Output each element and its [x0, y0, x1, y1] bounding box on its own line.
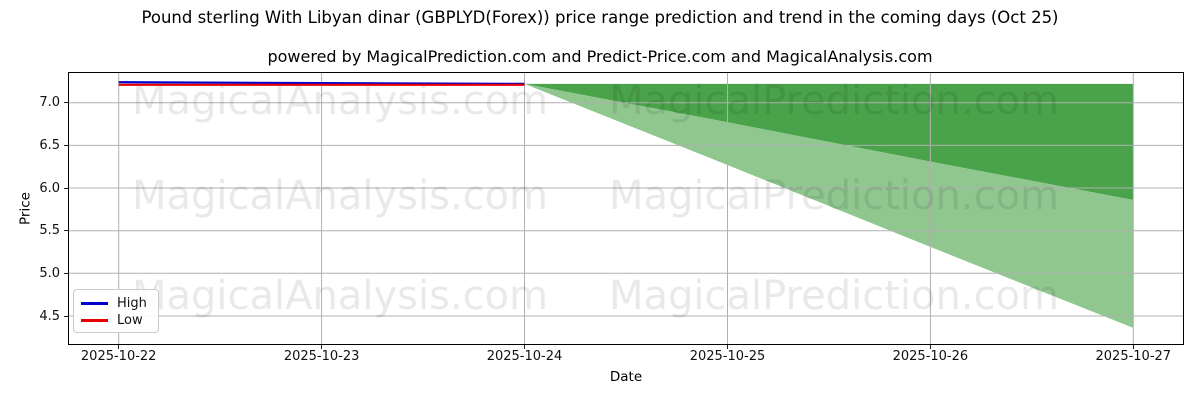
- lower-prediction-band: [524, 83, 1134, 328]
- x-tick-mark: [524, 345, 525, 349]
- x-tick-mark: [118, 345, 120, 349]
- legend-label-low: Low: [117, 312, 143, 328]
- low-line-swatch: [81, 319, 108, 322]
- high-line: [118, 81, 525, 85]
- y-tick-label: 7.0: [39, 95, 60, 111]
- watermark-text: MagicalAnalysis.com: [132, 173, 548, 219]
- x-tick-mark: [727, 345, 728, 349]
- chart-title: Pound sterling With Libyan dinar (GBPLYD…: [141, 8, 1059, 27]
- high-line-swatch: [81, 302, 108, 305]
- y-tick-label: 5.0: [39, 265, 60, 281]
- plot-border: [68, 72, 1184, 345]
- x-axis-label: Date: [609, 369, 643, 385]
- y-axis-label: Price: [17, 192, 34, 225]
- legend-item-low: Low: [81, 312, 158, 329]
- plot-area: MagicalAnalysis.com MagicalPrediction.com…: [68, 72, 1184, 345]
- watermark-text: MagicalAnalysis.com: [132, 273, 548, 319]
- x-tick-label: 2025-10-22: [80, 349, 157, 364]
- x-tick-mark: [321, 345, 323, 349]
- legend-item-high: High: [81, 295, 158, 312]
- x-tick-label: 2025-10-23: [283, 349, 360, 364]
- y-tick-mark: [64, 144, 68, 146]
- y-tick-mark: [64, 230, 68, 232]
- y-tick-mark: [64, 315, 68, 317]
- watermark-text: MagicalPrediction.com: [609, 273, 1059, 319]
- y-tick-label: 6.0: [39, 180, 60, 196]
- legend: High Low: [73, 289, 159, 333]
- x-tick-label: 2025-10-26: [892, 349, 969, 364]
- watermark-text: MagicalPrediction.com: [609, 78, 1059, 124]
- chart-svg: MagicalAnalysis.com MagicalPrediction.com…: [68, 72, 1184, 345]
- x-tick-label: 2025-10-27: [1095, 349, 1172, 364]
- y-tick-label: 4.5: [39, 308, 60, 324]
- y-tick-mark: [64, 187, 68, 189]
- legend-label-high: High: [117, 295, 147, 311]
- x-tick-label: 2025-10-25: [689, 349, 766, 364]
- y-tick-label: 5.5: [39, 223, 60, 239]
- x-tick-mark: [1132, 345, 1134, 349]
- x-tick-mark: [929, 345, 931, 349]
- y-tick-mark: [64, 102, 68, 104]
- x-tick-label: 2025-10-24: [486, 349, 563, 364]
- watermark-text: MagicalPrediction.com: [609, 173, 1059, 219]
- y-tick-label: 6.5: [39, 137, 60, 153]
- upper-prediction-band: [524, 83, 1134, 200]
- chart-subtitle: powered by MagicalPrediction.com and Pre…: [267, 47, 933, 66]
- y-tick-mark: [64, 272, 68, 274]
